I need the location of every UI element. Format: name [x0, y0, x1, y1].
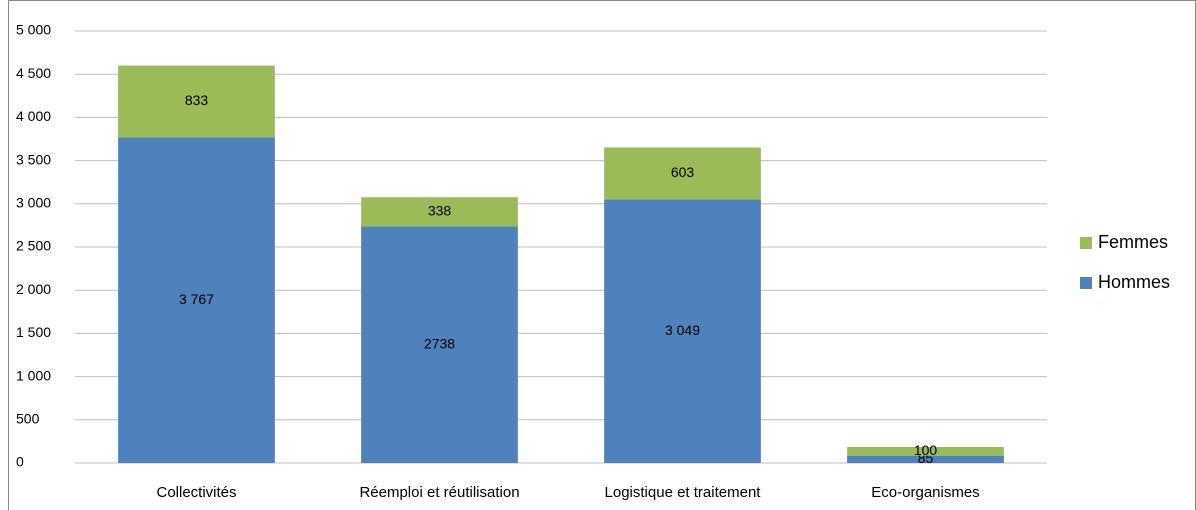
- y-tick-label: 3 000: [16, 195, 51, 211]
- y-tick-label: 4 500: [16, 65, 51, 81]
- x-tick-label: Réemploi et réutilisation: [359, 484, 519, 501]
- bar-segment: [847, 447, 1004, 456]
- data-label: 2738: [424, 335, 455, 351]
- bar-segment: [361, 197, 518, 227]
- data-label: 3 767: [179, 291, 214, 307]
- bar-segment: [118, 65, 275, 138]
- bar-segment: [604, 199, 761, 463]
- y-tick-label: 1 000: [16, 367, 51, 383]
- data-label: 338: [428, 203, 452, 219]
- bar-segment: [361, 226, 518, 463]
- y-tick-label: 4 000: [16, 108, 51, 124]
- y-tick-label: 5 000: [16, 22, 51, 38]
- legend-swatch: [1080, 277, 1092, 289]
- bar-segment: [604, 147, 761, 200]
- y-tick-label: 2 500: [16, 238, 51, 254]
- x-tick-label: Eco-organismes: [871, 484, 979, 501]
- data-label: 833: [185, 92, 209, 108]
- bar-segment: [847, 455, 1004, 463]
- data-label: 3 049: [665, 322, 700, 338]
- legend-swatch: [1080, 237, 1092, 249]
- y-tick-label: 0: [16, 454, 24, 470]
- legend-label: Hommes: [1098, 272, 1170, 292]
- x-tick-label: Collectivités: [156, 484, 236, 501]
- bar-segment: [118, 137, 275, 464]
- y-tick-label: 2 000: [16, 281, 51, 297]
- y-tick-label: 3 500: [16, 151, 51, 167]
- data-label: 603: [671, 164, 695, 180]
- x-tick-label: Logistique et traitement: [605, 484, 762, 501]
- data-label: 100: [914, 442, 938, 458]
- y-tick-label: 1 500: [16, 324, 51, 340]
- y-tick-label: 500: [16, 411, 40, 427]
- legend-label: Femmes: [1098, 232, 1168, 252]
